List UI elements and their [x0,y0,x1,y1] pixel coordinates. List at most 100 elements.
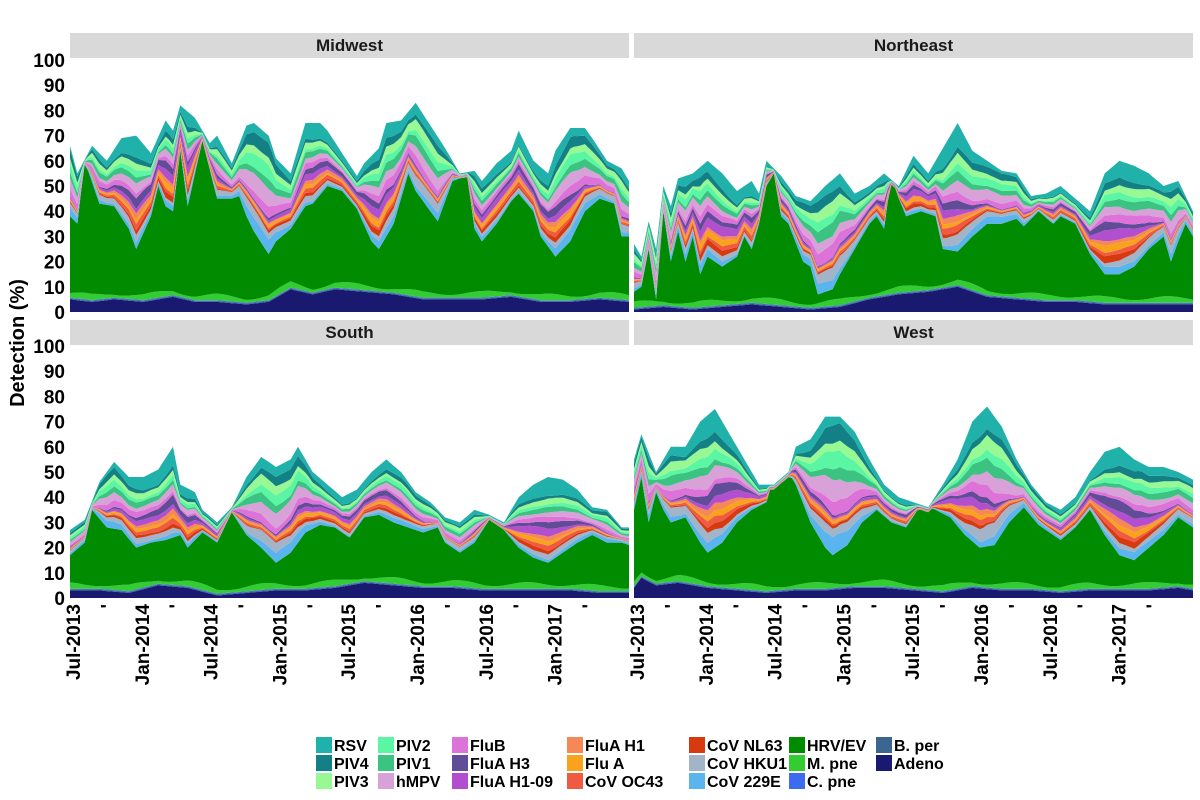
area-flu-a [70,501,629,550]
area-m-pne [634,279,1193,308]
area-rsv [634,123,1193,261]
legend-swatch-cov-hku1 [689,755,705,771]
x-tick-label: Jul-2013 [628,604,649,680]
x-tick-label: ' [662,604,683,609]
legend-swatch-piv4 [316,755,332,771]
x-tick-label: ' [1006,604,1027,609]
y-tick-label: 60 [44,152,65,173]
area-m-pne [70,577,629,594]
area-cov-oc43 [634,172,1193,290]
legend-label-rsv: RSV [334,738,367,755]
area-flua-h3 [70,490,629,548]
area-b-per [634,576,1193,593]
x-tick-label: ' [800,604,821,609]
x-tick-label: ' [167,604,188,609]
x-tick-label: ' [98,604,119,609]
legend-label-adeno: Adeno [894,756,944,773]
x-tick-label: ' [731,604,752,609]
legend-label-flub: FluB [470,738,506,755]
legend-label-piv4: PIV4 [334,756,369,773]
legend-label-b-per: B. per [894,738,939,755]
legend-label-c-pne: C. pne [807,774,856,791]
legend-label-piv2: PIV2 [396,738,431,755]
y-tick-label: 10 [44,564,65,585]
y-axis-title: Detection (%) [7,279,29,407]
x-tick-label: Jan-2014 [697,604,718,686]
legend-label-flu-a: Flu A [585,756,625,773]
panel-northeast: Northeast [634,33,1193,312]
x-tick-label: ' [305,604,326,609]
x-tick-label: Jan-2016 [972,604,993,685]
y-tick-label: 20 [44,539,65,560]
area-m-pne [634,572,1193,592]
area-cov-nl63 [70,506,629,555]
y-tick-label: 100 [33,51,65,72]
panel-strip [70,33,629,58]
legend-swatch-cov-oc43 [567,773,583,789]
area-cov-hku1 [70,508,629,561]
legend-swatch-cov-nl63 [689,737,705,753]
area-cov-nl63 [634,172,1193,290]
panel-west: West Jul-2013 ' Jan-2014 ' Jul-2014 ' Jan-2015 '… [628,320,1193,685]
panel-title: Midwest [316,36,383,55]
legend-swatch-b-per [876,737,892,753]
x-tick-label: ' [374,604,395,609]
area-adeno [634,286,1193,312]
area-cov-229e [70,140,629,257]
area-piv4 [70,456,629,536]
area-c-pne [70,581,629,595]
x-tick-label: Jan-2014 [133,604,154,686]
area-cov-229e [634,472,1193,561]
area-rsv [70,102,629,189]
area-m-pne [70,281,629,303]
legend-swatch-rsv [316,737,332,753]
area-cov-nl63 [634,468,1193,549]
legend-label-cov-nl63: CoV NL63 [707,738,783,755]
y-tick-label: 50 [44,463,65,484]
panel-title: South [325,323,373,342]
x-tick-label: ' [1075,604,1096,609]
panel-title: Northeast [874,36,954,55]
x-tick-label: ' [236,604,257,609]
area-c-pne [634,576,1193,592]
y-tick-label: 30 [44,227,65,248]
x-tick-label: Jan-2017 [1110,604,1131,685]
legend-swatch-piv1 [378,755,394,771]
area-hrv-ev [634,477,1193,588]
legend-swatch-c-pne [789,773,805,789]
x-tick-label: Jul-2015 [903,604,924,680]
area-adeno [634,577,1193,598]
area-cov-hku1 [634,469,1193,553]
panel-strip [634,320,1193,345]
area-cov-229e [70,508,629,563]
area-adeno [70,289,629,312]
y-tick-label: 70 [44,413,65,434]
area-b-per [70,581,629,596]
panel-strip [634,33,1193,58]
x-tick-label: ' [580,604,601,609]
area-cov-oc43 [70,503,629,551]
legend-label-piv3: PIV3 [334,774,369,791]
x-tick-label: Jul-2013 [64,604,85,680]
y-tick-label: 80 [44,101,65,122]
area-cov-hku1 [634,172,1193,296]
area-hrv-ev [70,140,629,300]
legend-label-flua-h3: FluA H3 [470,756,530,773]
y-tick-label: 10 [44,278,65,299]
legend-label-cov-oc43: CoV OC43 [585,774,663,791]
legend-label-cov-hku1: CoV HKU1 [707,756,787,773]
area-hrv-ev [70,509,629,591]
x-tick-label: Jul-2014 [766,604,787,680]
y-tick-label: 80 [44,387,65,408]
area-piv2 [70,470,629,540]
legend-swatch-adeno [876,755,892,771]
area-adeno [70,582,629,598]
legend-swatch-flu-a [567,755,583,771]
legend-swatch-hrv-ev [789,737,805,753]
area-hmpv [70,482,629,546]
panel-strip [70,320,629,345]
area-piv1 [70,479,629,542]
panel-south: South 0 10 20 30 40 50 60 70 80 90 100 Jul-2013 ' Jan-… [33,320,629,685]
